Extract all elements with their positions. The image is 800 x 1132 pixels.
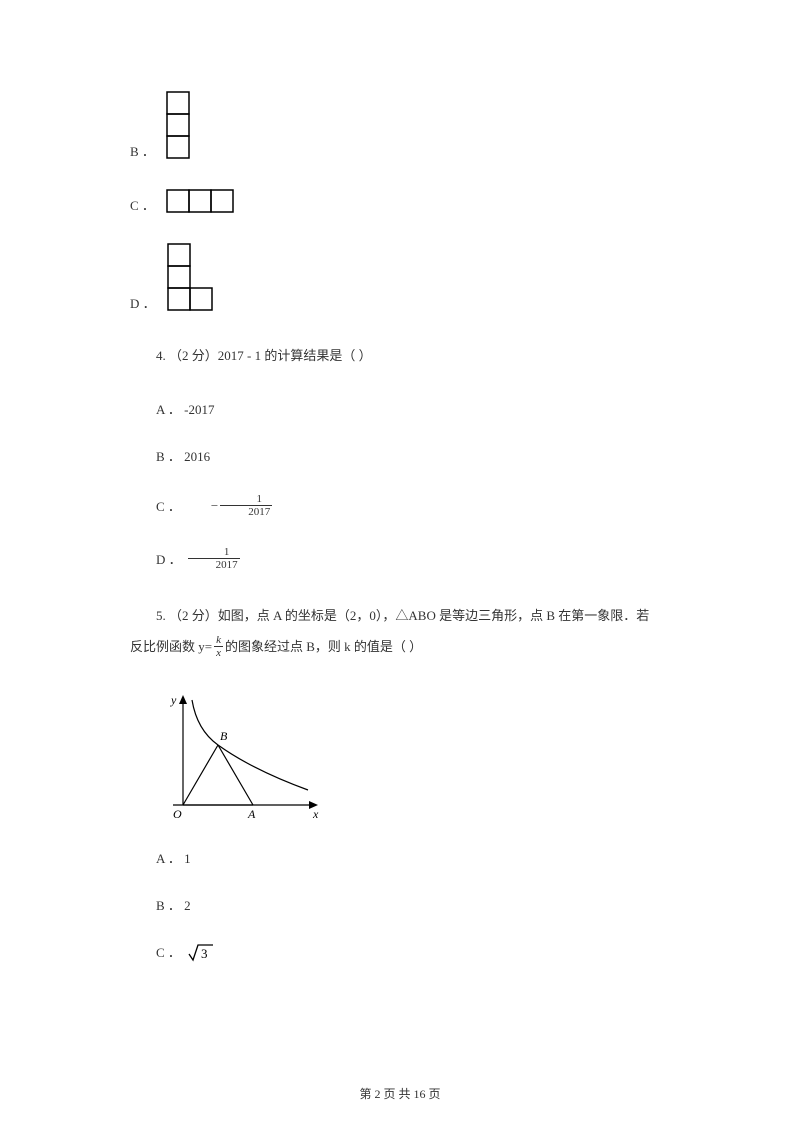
- q4-option-c: C ． − 1 2017: [130, 493, 690, 518]
- q5-frac-den: x: [214, 647, 223, 659]
- option-d-shape: [166, 242, 214, 312]
- page-footer: 第 2 页 共 16 页: [0, 1085, 800, 1102]
- footer-post: 页: [426, 1087, 441, 1101]
- q5-option-c: C ． 3: [130, 942, 690, 962]
- q5-c-label: C ．: [130, 942, 181, 961]
- option-c-label: C ．: [130, 195, 155, 214]
- option-c-shape: [165, 188, 235, 214]
- q5-c-val: 3: [201, 946, 208, 961]
- q5-graph-b-label: B: [220, 729, 228, 743]
- q4-c-num: 1: [220, 493, 272, 506]
- q4-option-a: A ． -2017: [130, 399, 690, 418]
- q4-c-fraction: 1 2017: [220, 493, 272, 518]
- q4-d-num: 1: [188, 546, 240, 559]
- q5-line2-post: 的图象经过点 B，则 k 的值是（ ）: [225, 631, 422, 662]
- option-d-label: D ．: [130, 293, 156, 312]
- option-c: C ．: [130, 188, 690, 214]
- q4-c-den: 2017: [220, 506, 272, 518]
- q4-c-label: C ．: [130, 496, 181, 515]
- q5-option-b: B ． 2: [130, 895, 690, 914]
- q4-option-b: B ． 2016: [130, 446, 690, 465]
- q5-fraction: k x: [214, 634, 223, 659]
- sqrt-icon: 3: [187, 942, 215, 962]
- q4-option-d: D ． 1 2017: [130, 546, 690, 571]
- q4-d-den: 2017: [188, 559, 240, 571]
- footer-total: 16: [414, 1087, 426, 1101]
- q5-graph-x-label: x: [312, 807, 319, 820]
- q5-c-sqrt: 3: [187, 942, 215, 962]
- q5-graph-a-label: A: [247, 807, 256, 820]
- footer-pre: 第: [359, 1087, 374, 1101]
- footer-mid: 页 共: [380, 1087, 413, 1101]
- q4-d-fraction: 1 2017: [188, 546, 240, 571]
- q5-frac-num: k: [214, 634, 223, 647]
- option-b-shape: [165, 90, 191, 160]
- q5-graph-o-label: O: [173, 807, 182, 820]
- q5-graph-y-label: y: [170, 693, 177, 707]
- q4-d-label: D ．: [130, 549, 182, 568]
- question-5-line2: 反比例函数 y= k x 的图象经过点 B，则 k 的值是（ ）: [130, 631, 690, 662]
- q5-graph-wrap: y x O A B: [130, 690, 690, 820]
- question-4: 4. （2 分）2017 - 1 的计算结果是（ ）: [130, 340, 690, 371]
- option-b: B ．: [130, 90, 690, 160]
- q4-c-neg: −: [185, 498, 218, 514]
- question-5-line1: 5. （2 分）如图，点 A 的坐标是（2，0），△ABO 是等边三角形，点 B…: [130, 600, 690, 631]
- q5-line2-pre: 反比例函数 y=: [130, 631, 212, 662]
- q5-graph: y x O A B: [158, 690, 328, 820]
- q5-option-a: A ． 1: [130, 848, 690, 867]
- option-d: D ．: [130, 242, 690, 312]
- option-b-label: B ．: [130, 141, 155, 160]
